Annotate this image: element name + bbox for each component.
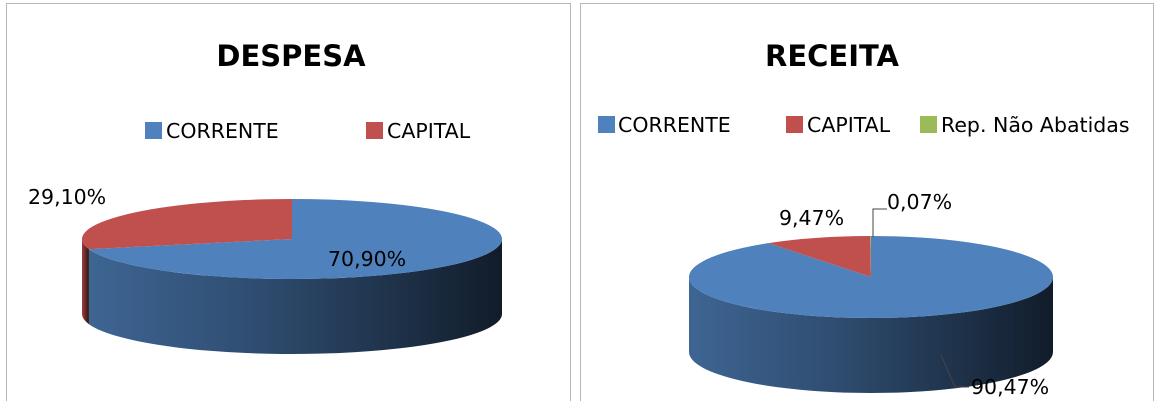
legend: CORRENTE CAPITAL	[145, 119, 471, 143]
leader-line-rep-nao-abatidas	[872, 208, 887, 237]
chart-receita-panel: RECEITA CORRENTE CAPITAL Rep. Não Abatid…	[580, 3, 1154, 401]
legend-swatch-corrente	[598, 116, 615, 133]
legend-label-capital: CAPITAL	[807, 113, 891, 137]
pie-plot	[81, 199, 502, 354]
chart-despesa: DESPESA CORRENTE CAPITAL 29,10% 70,90%	[28, 39, 502, 354]
pie-slice-rep-nao-abatidas	[870, 236, 871, 277]
pie-side-corrente	[88, 239, 502, 354]
chart-receita: RECEITA CORRENTE CAPITAL Rep. Não Abatid…	[598, 39, 1130, 399]
pie-slice-corrente	[688, 236, 1053, 318]
data-label-capital: 9,47%	[779, 206, 844, 230]
data-label-capital: 29,10%	[28, 185, 106, 209]
legend-swatch-capital	[786, 116, 803, 133]
legend-swatch-corrente	[145, 122, 162, 139]
legend-swatch-rep-nao-abatidas	[920, 116, 937, 133]
pie-slice-corrente	[88, 199, 502, 279]
legend-label-rep-nao-abatidas: Rep. Não Abatidas	[941, 113, 1130, 137]
pie-plot	[688, 236, 1053, 393]
legend-label-capital: CAPITAL	[387, 119, 471, 143]
legend-swatch-capital	[366, 122, 383, 139]
legend-label-corrente: CORRENTE	[166, 119, 279, 143]
pie-side-capital	[82, 239, 89, 325]
legend: CORRENTE CAPITAL Rep. Não Abatidas	[598, 113, 1130, 137]
data-label-corrente: 70,90%	[328, 247, 406, 271]
chart-title: DESPESA	[216, 39, 366, 73]
leader-line-corrente	[940, 354, 969, 388]
data-label-corrente: 90,47%	[971, 375, 1049, 399]
chart-title: RECEITA	[765, 39, 900, 73]
pie-slice-capital	[81, 199, 292, 250]
data-label-rep-nao-abatidas: 0,07%	[887, 190, 952, 214]
pie-slice-capital	[768, 236, 871, 277]
chart-despesa-panel: DESPESA CORRENTE CAPITAL 29,10% 70,90%	[6, 3, 571, 401]
pie-side-corrente	[689, 277, 1053, 393]
legend-label-corrente: CORRENTE	[618, 113, 731, 137]
